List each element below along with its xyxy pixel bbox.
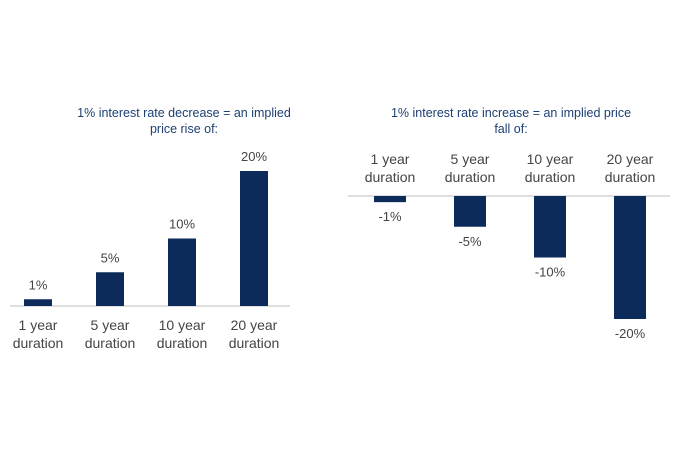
- bar: [454, 196, 486, 227]
- category-label: duration: [525, 169, 576, 185]
- category-label: 10 year: [159, 317, 206, 333]
- bar: [96, 272, 124, 306]
- bar: [240, 171, 268, 306]
- bar: [168, 238, 196, 306]
- category-label: duration: [13, 335, 64, 351]
- category-label: duration: [85, 335, 136, 351]
- bar: [614, 196, 646, 319]
- chart-title-line: 1% interest rate decrease = an implied: [77, 106, 291, 120]
- bar: [24, 299, 52, 306]
- category-label: duration: [229, 335, 280, 351]
- data-label: -1%: [378, 209, 402, 224]
- chart-title-line: price rise of:: [150, 122, 218, 136]
- category-label: 5 year: [451, 151, 490, 167]
- category-label: duration: [365, 169, 416, 185]
- chart-title-line: fall of:: [494, 122, 527, 136]
- data-label: 5%: [101, 250, 120, 265]
- category-label: 1 year: [19, 317, 58, 333]
- bar: [374, 196, 406, 203]
- data-label: -5%: [458, 234, 482, 249]
- data-label: 20%: [241, 149, 267, 164]
- category-label: 20 year: [231, 317, 278, 333]
- category-label: 10 year: [527, 151, 574, 167]
- category-label: duration: [605, 169, 656, 185]
- chart-title-line: 1% interest rate increase = an implied p…: [391, 106, 631, 120]
- category-label: duration: [157, 335, 208, 351]
- category-label: 5 year: [91, 317, 130, 333]
- category-label: 1 year: [371, 151, 410, 167]
- bar: [534, 196, 566, 258]
- chart-rate-increase: 1% interest rate increase = an implied p…: [348, 106, 670, 341]
- data-label: -10%: [535, 265, 566, 280]
- category-label: 20 year: [607, 151, 654, 167]
- data-label: -20%: [615, 326, 646, 341]
- category-label: duration: [445, 169, 496, 185]
- data-label: 10%: [169, 217, 195, 232]
- chart-rate-decrease: 1% interest rate decrease = an implied pr…: [10, 106, 291, 351]
- data-label: 1%: [29, 277, 48, 292]
